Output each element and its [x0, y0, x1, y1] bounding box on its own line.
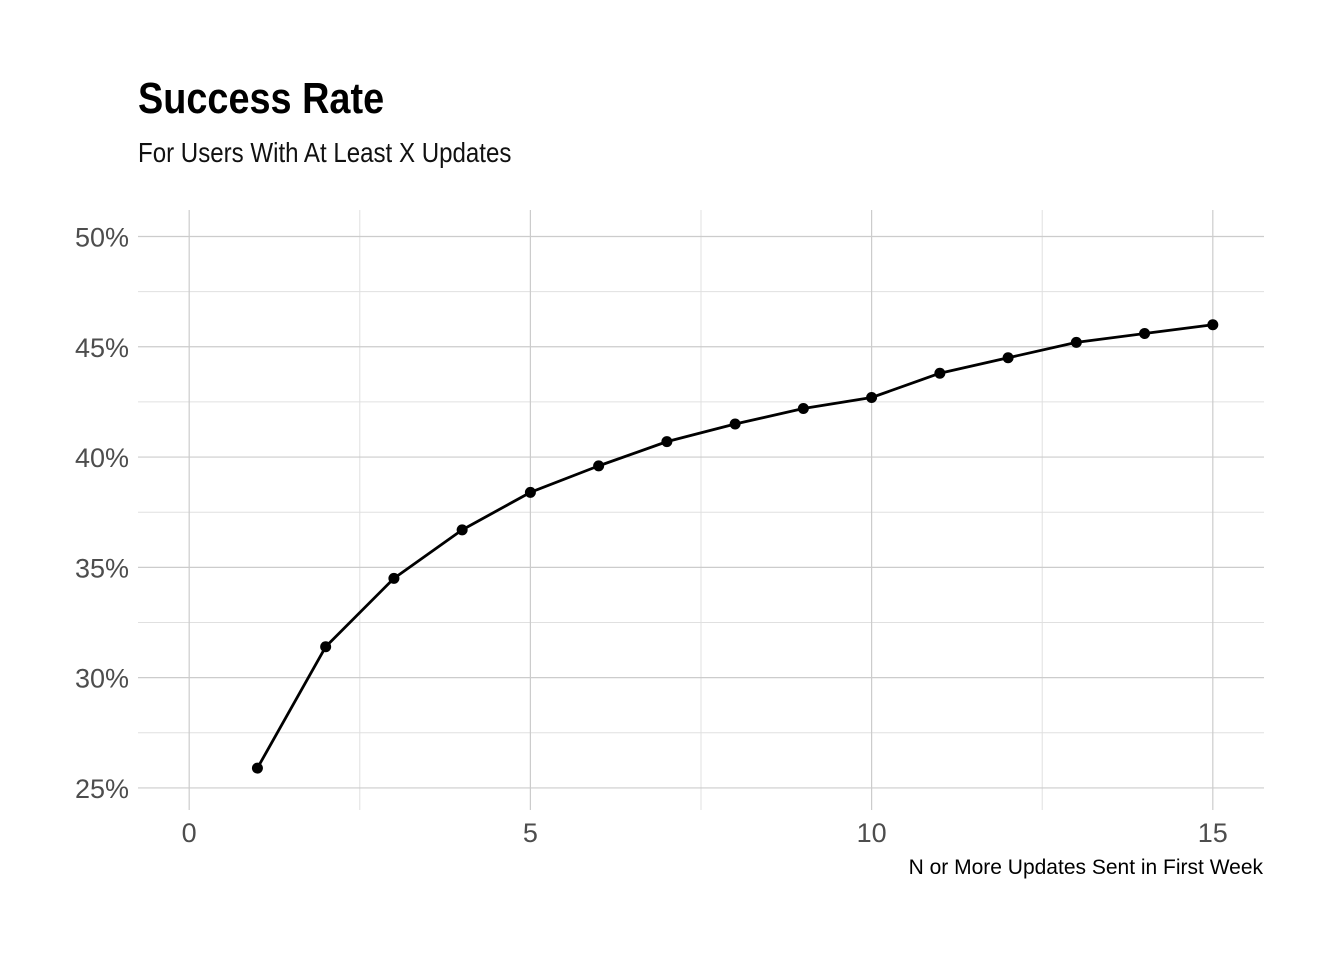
- y-tick-label: 50%: [75, 222, 129, 252]
- data-point: [661, 436, 673, 448]
- y-tick-label: 45%: [75, 333, 129, 363]
- data-point: [388, 572, 400, 584]
- x-tick-label: 10: [857, 818, 887, 848]
- data-point: [593, 460, 605, 472]
- y-tick-label: 30%: [75, 664, 129, 694]
- y-axis-tick-labels: 25% 30% 35% 40% 45% 50%: [75, 222, 129, 803]
- minor-gridlines: [138, 210, 1264, 810]
- data-point: [797, 403, 809, 415]
- y-tick-label: 25%: [75, 774, 129, 804]
- x-tick-label: 15: [1198, 818, 1228, 848]
- data-point: [524, 486, 536, 498]
- data-point: [1207, 319, 1219, 331]
- data-point: [934, 367, 946, 379]
- x-axis-tick-labels: 0 5 10 15: [182, 818, 1228, 848]
- data-point: [251, 762, 263, 774]
- x-axis-title: N or More Updates Sent in First Week: [909, 856, 1264, 879]
- data-point: [456, 524, 468, 536]
- data-point: [1070, 336, 1082, 348]
- x-tick-label: 0: [182, 818, 197, 848]
- data-point: [729, 418, 741, 430]
- data-point: [1139, 328, 1151, 340]
- data-point: [1002, 352, 1014, 364]
- y-tick-label: 35%: [75, 553, 129, 583]
- chart-title: Success Rate: [138, 74, 385, 123]
- chart-subtitle: For Users With At Least X Updates: [138, 137, 512, 168]
- y-tick-label: 40%: [75, 443, 129, 473]
- x-tick-label: 5: [523, 818, 538, 848]
- success-rate-series-line: [256, 323, 1215, 770]
- series-layer: [251, 319, 1219, 774]
- data-point: [320, 641, 332, 653]
- data-point: [866, 392, 878, 403]
- major-gridlines: [138, 210, 1264, 810]
